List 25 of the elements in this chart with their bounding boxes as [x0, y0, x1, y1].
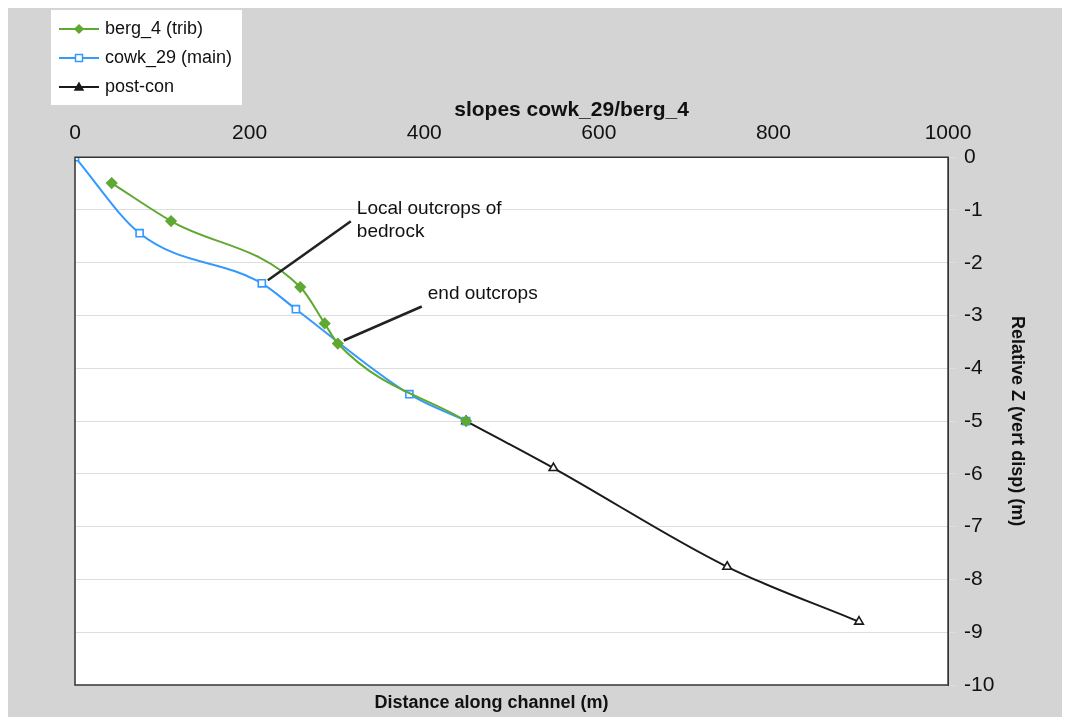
y-axis-title: Relative Z (vert disp) (m)	[1008, 316, 1029, 527]
y-tick-label: -8	[964, 566, 983, 590]
x-tick-label: 800	[755, 120, 791, 144]
y-tick-label: 0	[964, 144, 976, 167]
x-tick-label: 0	[69, 120, 81, 144]
chart-title: slopes cowk_29/berg_4	[454, 96, 690, 120]
legend-label: berg_4 (trib)	[105, 17, 204, 41]
legend-label: cowk_29 (main)	[105, 46, 233, 70]
y-tick-label: -6	[964, 460, 983, 484]
x-axis-title: Distance along channel (m)	[374, 691, 609, 712]
y-tick-label: -7	[964, 513, 983, 537]
annotation: end outcrops	[427, 282, 538, 304]
y-tick-label: -5	[964, 407, 983, 431]
x-tick-label: 400	[406, 120, 442, 144]
y-tick-label: -3	[964, 302, 983, 326]
x-tick-label: 1000	[924, 120, 972, 144]
legend-label: post-con	[105, 75, 175, 98]
y-tick-label: -4	[964, 355, 984, 379]
y-tick-label: -1	[964, 196, 983, 220]
y-tick-label: -9	[964, 619, 983, 643]
annotation: Local outcrops of bedrock	[356, 197, 503, 242]
y-tick-label: -2	[964, 249, 983, 273]
x-tick-label: 200	[232, 120, 268, 144]
y-tick-label: -10	[964, 671, 995, 695]
x-tick-label: 600	[581, 120, 617, 144]
